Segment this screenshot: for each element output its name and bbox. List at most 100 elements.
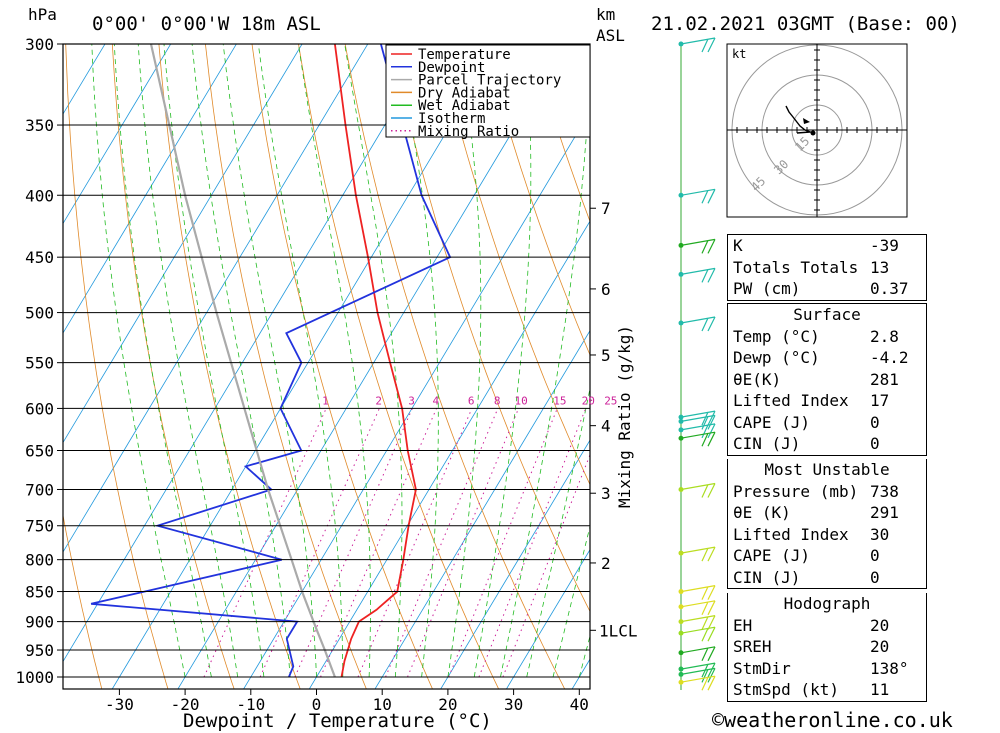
wind-barb bbox=[680, 423, 716, 439]
wind-barb-station bbox=[678, 619, 684, 625]
most-unstable-label: CAPE (J) bbox=[733, 546, 811, 565]
hodograph-param-row: StmSpd (kt) 11 bbox=[728, 679, 926, 701]
dry-adiabat-line bbox=[204, 44, 367, 689]
wet-adiabat-line bbox=[113, 44, 212, 678]
km-tick-label: 4 bbox=[601, 417, 611, 436]
wind-barb bbox=[680, 188, 716, 204]
wind-barb-station bbox=[678, 414, 684, 420]
dry-adiabat-line bbox=[391, 44, 590, 613]
hodograph-storm-marker bbox=[810, 130, 816, 136]
mixing-ratio-line bbox=[502, 453, 590, 678]
wind-barb bbox=[680, 267, 716, 283]
wind-barb bbox=[680, 431, 716, 447]
legend-entry: Temperature bbox=[418, 47, 511, 63]
surface-label: θE(K) bbox=[733, 369, 782, 389]
temp-tick-label: 40 bbox=[570, 695, 589, 714]
wind-barb bbox=[680, 546, 716, 562]
temp-tick-label: 10 bbox=[373, 695, 392, 714]
wind-barb bbox=[680, 667, 716, 683]
mixing-ratio-label: 2 bbox=[375, 394, 382, 407]
pressure-tick-label: 550 bbox=[25, 354, 54, 373]
wet-adiabat-line bbox=[191, 44, 291, 678]
hodograph-table: Hodograph EH 20 SREH 20 StmDir 138° StmSpd (kt… bbox=[727, 593, 927, 702]
km-tick-label: 3 bbox=[601, 484, 611, 503]
index-k-value: -39 bbox=[870, 236, 899, 255]
wind-barb-station bbox=[678, 271, 684, 277]
km-tick-label: 5 bbox=[601, 346, 611, 365]
most-unstable-row: CIN (J) 0 bbox=[728, 567, 926, 589]
hodograph-param-value: 20 bbox=[870, 615, 890, 635]
surface-row: CAPE (J) 0 bbox=[728, 412, 926, 434]
isotherm-line bbox=[374, 329, 590, 689]
legend-entry: Isotherm bbox=[418, 111, 485, 127]
hodograph-trace bbox=[785, 105, 814, 134]
pressure-tick-label: 450 bbox=[25, 248, 54, 267]
hodograph-param-row: EH 20 bbox=[728, 615, 926, 637]
pressure-tick-label: 850 bbox=[25, 583, 54, 602]
pressure-tick-label: 600 bbox=[25, 399, 54, 418]
wind-barb bbox=[680, 646, 716, 662]
most-unstable-value: 291 bbox=[870, 503, 899, 522]
surface-row: θE(K) 281 bbox=[728, 369, 926, 391]
index-pw-row: PW (cm) 0.37 bbox=[728, 278, 926, 300]
isotherm-line bbox=[505, 548, 590, 689]
pressure-tick-label: 950 bbox=[25, 641, 54, 660]
mixing-ratio-line bbox=[448, 408, 558, 678]
most-unstable-row: Lifted Index 30 bbox=[728, 524, 926, 546]
surface-row: Dewp (°C) -4.2 bbox=[728, 347, 926, 369]
km-tick-label: 2 bbox=[601, 554, 611, 573]
lcl-label: 1LCL bbox=[599, 621, 638, 640]
surface-row: CIN (J) 0 bbox=[728, 433, 926, 455]
legend-entry: Mixing Ratio bbox=[418, 124, 519, 140]
dry-adiabat-line bbox=[65, 44, 169, 689]
dry-adiabat-line bbox=[63, 513, 103, 689]
dry-adiabat-line bbox=[484, 44, 590, 356]
most-unstable-value: 738 bbox=[870, 481, 899, 501]
hodograph-param-label: StmSpd (kt) bbox=[733, 680, 839, 699]
wind-barb bbox=[680, 37, 716, 53]
wind-barb-station bbox=[678, 418, 684, 424]
surface-label: CIN (J) bbox=[733, 434, 801, 453]
mixing-ratio-axis-label: Mixing Ratio (g/kg) bbox=[615, 325, 634, 508]
dry-adiabat-line bbox=[437, 44, 590, 486]
mixing-ratio-label: 8 bbox=[494, 394, 501, 407]
surface-label: Dewp (°C) bbox=[733, 348, 820, 367]
mixing-ratio-label: 10 bbox=[515, 394, 528, 407]
index-pw-value: 0.37 bbox=[870, 279, 909, 298]
surface-label: CAPE (J) bbox=[733, 412, 811, 432]
temp-tick-label: 30 bbox=[504, 695, 523, 714]
isotherm-line bbox=[63, 44, 237, 334]
isotherm-line bbox=[440, 439, 590, 689]
index-tt-row: Totals Totals 13 bbox=[728, 257, 926, 279]
surface-value: 17 bbox=[870, 391, 890, 410]
dry-adiabat-line bbox=[932, 8, 1000, 703]
asl-unit-label: ASL bbox=[596, 26, 625, 45]
hodograph-param-label: SREH bbox=[733, 637, 772, 656]
index-tt-label: Totals Totals bbox=[733, 257, 859, 277]
mixing-ratio-label: 1 bbox=[322, 394, 329, 407]
mixing-ratio-label: 15 bbox=[553, 394, 566, 407]
surface-value: 2.8 bbox=[870, 326, 899, 346]
surface-value: 281 bbox=[870, 369, 899, 389]
temp-tick-label: -10 bbox=[236, 695, 265, 714]
hodograph-param-value: 11 bbox=[870, 680, 890, 699]
hodograph-arrow bbox=[803, 118, 810, 124]
legend-entry: Wet Adiabat bbox=[418, 98, 511, 114]
mixing-ratio-line bbox=[357, 408, 473, 678]
isotherm-line bbox=[63, 44, 369, 553]
pressure-tick-label: 500 bbox=[25, 304, 54, 323]
hodograph-param-row: SREH 20 bbox=[728, 636, 926, 658]
wind-barb bbox=[680, 600, 716, 616]
temp-tick-label: -20 bbox=[171, 695, 200, 714]
hodograph-table-title: Hodograph bbox=[783, 594, 871, 613]
mixing-ratio-label: 4 bbox=[433, 394, 440, 407]
dewpoint-line bbox=[90, 44, 452, 678]
mixing-ratio-label: 25 bbox=[604, 394, 617, 407]
most-unstable-row: θE (K) 291 bbox=[728, 502, 926, 524]
surface-table: Surface Temp (°C) 2.8 Dewp (°C) -4.2 θE(K) 28… bbox=[727, 303, 927, 456]
wind-barb-station bbox=[678, 679, 684, 685]
isotherm-line bbox=[63, 44, 172, 225]
mixing-ratio-label: 6 bbox=[468, 394, 475, 407]
